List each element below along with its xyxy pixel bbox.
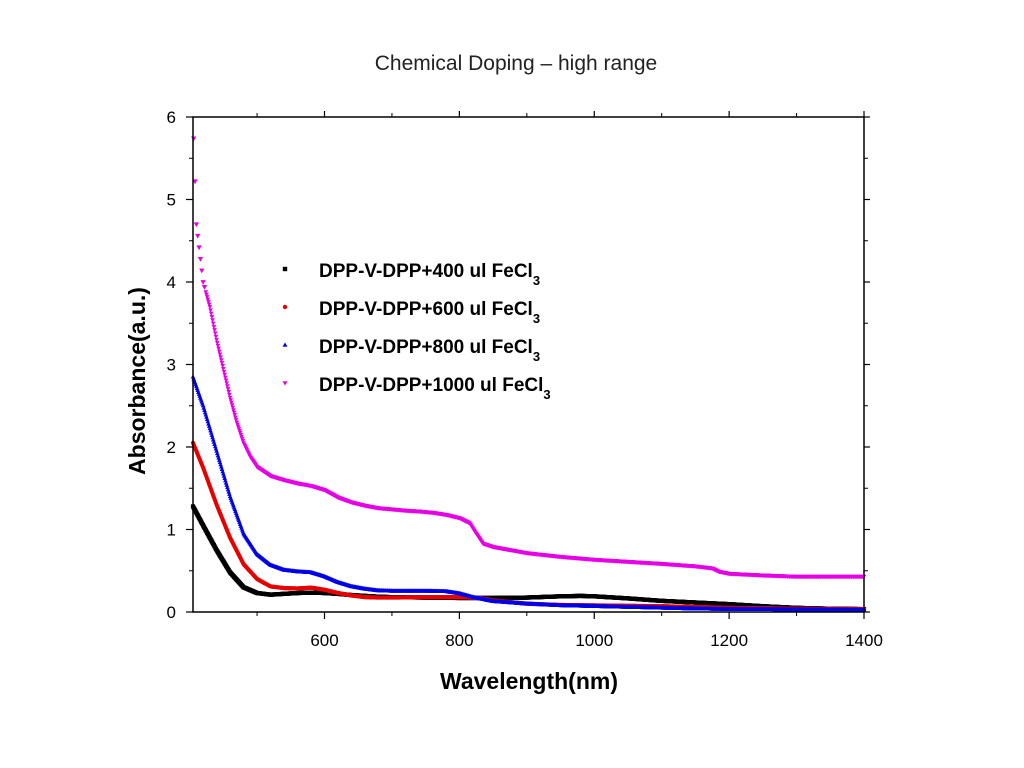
x-tick-label: 1400 [845, 631, 883, 650]
series-1 [190, 504, 867, 612]
data-point [206, 302, 212, 307]
data-point [225, 384, 230, 389]
data-point [216, 349, 222, 354]
x-tick-labels: 600 800 1000 1200 1400 [310, 631, 883, 650]
data-point [200, 280, 206, 285]
data-point [220, 364, 225, 369]
x-tick-label: 1200 [710, 631, 748, 650]
data-point [227, 395, 233, 401]
data-point [227, 392, 232, 398]
plot-frame [192, 116, 865, 613]
legend-marker [282, 342, 288, 347]
legend-label: DPP-V-DPP+1000 ul FeCl3 [319, 375, 551, 402]
data-point [216, 346, 221, 351]
data-point [206, 300, 211, 305]
data-point [232, 413, 238, 418]
data-point [210, 318, 215, 323]
legend: DPP-V-DPP+400 ul FeCl3 DPP-V-DPP+600 ul F… [282, 261, 551, 402]
data-point [226, 390, 232, 395]
data-point [219, 361, 225, 366]
data-point [210, 321, 216, 326]
data-point [214, 338, 219, 343]
data-point [204, 295, 210, 300]
data-point [231, 410, 237, 415]
series-3 [190, 374, 867, 612]
x-tick-label: 1000 [575, 631, 613, 650]
data-point [196, 245, 202, 251]
data-point [233, 415, 238, 420]
data-point [212, 331, 218, 336]
legend-marker [282, 381, 288, 386]
data-point [199, 268, 205, 274]
legend-label: DPP-V-DPP+400 ul FeCl3 [319, 261, 540, 288]
data-point [209, 314, 215, 320]
data-point [213, 334, 219, 339]
data-point [197, 256, 204, 262]
data-point [207, 305, 213, 310]
data-point [229, 403, 235, 408]
data-point [208, 311, 214, 316]
x-tick-label: 600 [310, 631, 338, 650]
axis-ticks [186, 111, 870, 619]
y-tick-label: 2 [167, 438, 176, 457]
data-point [195, 233, 201, 239]
data-point [218, 355, 223, 360]
data-point [224, 381, 230, 386]
y-tick-label: 4 [167, 273, 176, 292]
data-point [215, 343, 221, 349]
data-point [193, 222, 200, 228]
data-point [230, 405, 236, 410]
data-point [204, 292, 209, 297]
y-tick-label: 5 [167, 191, 176, 210]
y-tick-label: 6 [167, 108, 176, 127]
legend-label: DPP-V-DPP+600 ul FeCl3 [319, 299, 540, 326]
y-axis-title: Absorbance(a.u.) [124, 287, 150, 475]
data-point [203, 290, 209, 295]
data-point [221, 369, 227, 375]
data-point [223, 375, 228, 380]
data-point [223, 378, 229, 383]
y-tick-label: 0 [167, 603, 176, 622]
data-point [228, 398, 234, 403]
legend-marker [282, 304, 288, 310]
data-point [219, 358, 224, 363]
legend-label: DPP-V-DPP+800 ul FeCl3 [319, 337, 540, 364]
data-point [225, 387, 231, 392]
data-point [233, 418, 239, 423]
y-tick-labels: 0 1 2 3 4 5 6 [167, 108, 176, 622]
data-point [211, 324, 217, 330]
data-point [221, 366, 226, 372]
data-point [214, 340, 220, 346]
data-point [212, 328, 217, 333]
data-point [205, 297, 211, 302]
series-2 [190, 440, 867, 612]
legend-marker [282, 266, 288, 272]
x-axis-title: Wavelength(nm) [440, 668, 618, 694]
data-point [222, 372, 228, 377]
series-4 [191, 136, 867, 580]
chart-title: Chemical Doping – high range [374, 52, 658, 75]
data-point [201, 285, 208, 290]
x-tick-label: 800 [445, 631, 473, 650]
data-point [208, 308, 213, 313]
data-point [217, 352, 223, 357]
y-tick-label: 1 [167, 521, 176, 540]
y-tick-label: 3 [167, 356, 176, 375]
data-point [231, 408, 236, 413]
data-point [229, 400, 234, 405]
series-layer [190, 136, 867, 612]
